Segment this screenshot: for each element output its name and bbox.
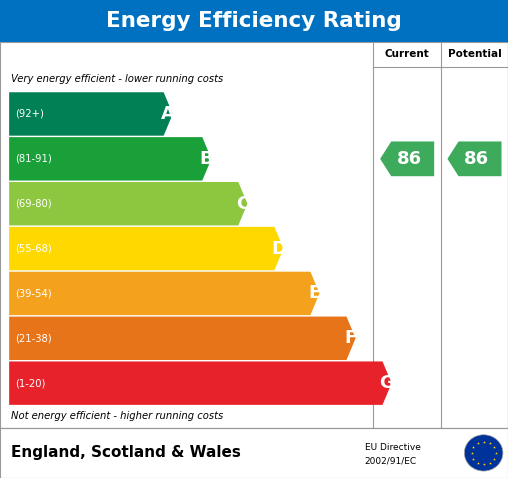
Text: E: E xyxy=(308,284,321,303)
Text: EU Directive: EU Directive xyxy=(365,443,421,452)
Bar xyxy=(0,0,508,42)
Text: Energy Efficiency Rating: Energy Efficiency Rating xyxy=(106,11,402,31)
Text: C: C xyxy=(236,195,249,213)
Text: F: F xyxy=(344,329,357,348)
Polygon shape xyxy=(448,141,501,176)
Text: 86: 86 xyxy=(397,150,422,168)
Text: (81-91): (81-91) xyxy=(15,154,52,164)
Text: (92+): (92+) xyxy=(15,109,44,119)
Circle shape xyxy=(464,435,503,471)
Bar xyxy=(0,428,508,478)
Polygon shape xyxy=(9,272,320,315)
Text: 86: 86 xyxy=(464,150,489,168)
Text: Not energy efficient - higher running costs: Not energy efficient - higher running co… xyxy=(11,412,224,421)
Text: G: G xyxy=(379,374,394,392)
Text: (21-38): (21-38) xyxy=(15,333,52,343)
Bar xyxy=(0,42,508,428)
Text: 2002/91/EC: 2002/91/EC xyxy=(365,456,417,465)
Polygon shape xyxy=(9,182,247,226)
Text: B: B xyxy=(200,150,213,168)
Text: (55-68): (55-68) xyxy=(15,244,52,253)
Polygon shape xyxy=(9,316,356,360)
Text: (39-54): (39-54) xyxy=(15,288,52,298)
Polygon shape xyxy=(9,227,283,270)
Text: Current: Current xyxy=(385,50,430,59)
Polygon shape xyxy=(9,137,211,181)
Text: England, Scotland & Wales: England, Scotland & Wales xyxy=(11,445,241,460)
Text: (69-80): (69-80) xyxy=(15,199,52,209)
Text: D: D xyxy=(271,239,286,258)
Text: Potential: Potential xyxy=(448,50,501,59)
Text: A: A xyxy=(161,105,175,123)
Polygon shape xyxy=(9,92,173,136)
Polygon shape xyxy=(9,361,392,405)
Text: Very energy efficient - lower running costs: Very energy efficient - lower running co… xyxy=(11,74,224,84)
Polygon shape xyxy=(380,141,434,176)
Text: (1-20): (1-20) xyxy=(15,378,46,388)
